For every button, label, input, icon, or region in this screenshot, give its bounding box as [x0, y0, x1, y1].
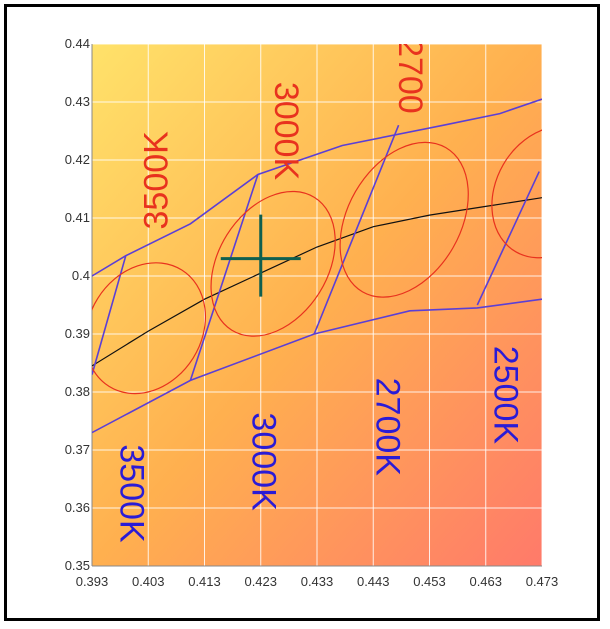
y-tick-label: 0.4 — [72, 268, 90, 283]
y-tick-label: 0.36 — [65, 500, 90, 515]
data-layer — [92, 98, 542, 434]
x-tick-label: 0.463 — [469, 574, 502, 589]
y-tick-label: 0.35 — [65, 558, 90, 573]
x-tick-label: 0.443 — [357, 574, 390, 589]
cct-label: 3000K — [267, 82, 305, 181]
cct-label: 2700K — [368, 378, 406, 477]
y-tick-label: 0.37 — [65, 442, 90, 457]
isotemperature-segment — [313, 124, 400, 335]
tick-labels: 0.393 0.403 0.413 0.423 0.433 0.443 0.453 0.463… — [65, 36, 559, 589]
cct-label: 3500K — [112, 444, 150, 543]
lower-boundary-line — [92, 298, 542, 434]
macadam-ellipse — [210, 190, 336, 337]
y-tick-label: 0.42 — [65, 152, 90, 167]
macadam-ellipse — [491, 125, 542, 259]
cct-label: 2700 — [391, 38, 429, 114]
grid — [91, 43, 543, 567]
cct-label: 3500K — [138, 131, 176, 230]
x-tick-label: 0.433 — [301, 574, 334, 589]
macadam-ellipse — [339, 141, 469, 298]
y-tick-label: 0.39 — [65, 326, 90, 341]
x-tick-label: 0.473 — [526, 574, 559, 589]
cct-label: 3000K — [245, 412, 283, 511]
isotemperature-segment — [476, 171, 540, 306]
x-tick-label: 0.423 — [244, 574, 277, 589]
macadam-ellipse — [92, 262, 207, 395]
cct-labels: 3500K 3000K 2700 3500K 3000K 2700K 2500K — [112, 38, 524, 543]
x-tick-label: 0.393 — [76, 574, 109, 589]
x-tick-label: 0.413 — [188, 574, 221, 589]
x-tick-label: 0.453 — [413, 574, 446, 589]
y-tick-label: 0.38 — [65, 384, 90, 399]
upper-boundary-line — [92, 98, 542, 277]
isotemperature-segment — [92, 255, 127, 375]
y-tick-label: 0.44 — [65, 36, 90, 51]
isotemperature-segment — [189, 174, 259, 381]
y-tick-label: 0.41 — [65, 210, 90, 225]
cct-label: 2500K — [486, 346, 524, 445]
y-tick-label: 0.43 — [65, 94, 90, 109]
x-tick-label: 0.403 — [132, 574, 165, 589]
